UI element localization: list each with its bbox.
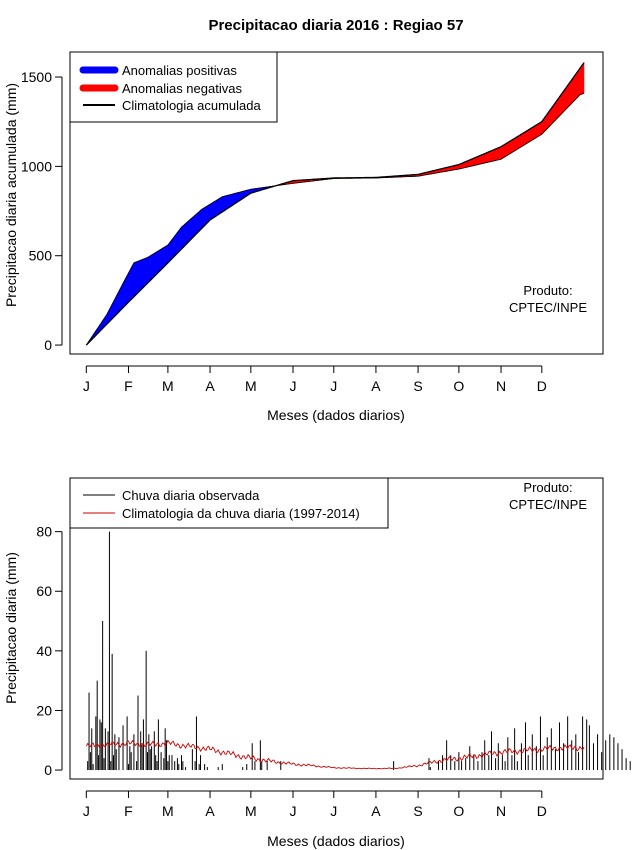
x-tick-label: A	[371, 803, 381, 819]
x-axis-label: Meses (dados diarios)	[267, 833, 405, 849]
x-tick-label: S	[413, 803, 422, 819]
daily-precip-chart: 0 20 40 60 80 J F M A M J J A S O N D Meses (dados diar…	[3, 477, 631, 849]
x-tick-label: F	[124, 803, 133, 819]
x-axis-label: Meses (dados diarios)	[267, 407, 405, 423]
y-tick-label: 20	[36, 702, 52, 718]
anomaly-segment	[582, 61, 585, 95]
legend-label-negative: Anomalias negativas	[122, 81, 242, 96]
y-axis-label: Precipitacao diaria acumulada (mm)	[3, 83, 19, 307]
credit-line-1: Produto:	[523, 283, 572, 298]
climatology-daily-line	[85, 739, 585, 770]
x-tick-label: D	[537, 378, 547, 394]
x-tick-label: J	[289, 803, 296, 819]
legend: Anomalias positivas Anomalias negativas …	[69, 51, 278, 123]
daily-rain-bars	[87, 531, 631, 771]
chart-title: Precipitacao diaria 2016 : Regiao 57	[208, 17, 463, 34]
x-tick-label: A	[205, 803, 215, 819]
x-tick-label: M	[162, 378, 174, 394]
x-tick-label: N	[496, 803, 506, 819]
x-tick-label: A	[205, 378, 215, 394]
plot-frame	[69, 51, 604, 355]
y-axis: 0 500 1000 1500	[21, 69, 63, 353]
legend: Chuva diaria observada Climatologia da c…	[69, 477, 389, 529]
x-tick-label: N	[496, 378, 506, 394]
y-tick-label: 1500	[21, 69, 52, 85]
legend-box	[69, 477, 389, 529]
y-tick-label: 500	[29, 248, 53, 264]
x-tick-label: J	[289, 378, 296, 394]
x-tick-label: S	[413, 378, 422, 394]
x-tick-label: F	[124, 378, 133, 394]
climatology-daily-line	[85, 739, 585, 770]
x-tick-label: O	[453, 378, 464, 394]
y-tick-label: 40	[36, 643, 52, 659]
x-tick-label: J	[83, 378, 90, 394]
y-tick-label: 0	[44, 762, 52, 778]
y-tick-label: 60	[36, 583, 52, 599]
x-tick-label: M	[245, 378, 257, 394]
climatology-cumulative-line	[85, 62, 585, 346]
x-tick-label: J	[330, 803, 337, 819]
x-tick-label: J	[83, 803, 90, 819]
credit-line-2: CPTEC/INPE	[509, 497, 587, 512]
x-tick-label: O	[453, 803, 464, 819]
y-axis: 0 20 40 60 80	[36, 524, 63, 778]
y-axis-label: Precipitacao diaria (mm)	[3, 552, 19, 704]
x-tick-label: J	[330, 378, 337, 394]
y-tick-label: 0	[44, 337, 52, 353]
legend-label-climatology: Climatologia da chuva diaria (1997-2014)	[122, 506, 360, 521]
climatology-lines	[85, 62, 585, 346]
cumulative-precip-chart: Precipitacao diaria 2016 : Regiao 57 0 50…	[3, 17, 604, 423]
x-tick-label: A	[371, 378, 381, 394]
legend-label-positive: Anomalias positivas	[122, 63, 237, 78]
credit-line-2: CPTEC/INPE	[509, 300, 587, 315]
legend-label-observed: Chuva diaria observada	[122, 488, 260, 503]
y-tick-label: 80	[36, 524, 52, 540]
credit-line-1: Produto:	[523, 480, 572, 495]
y-tick-label: 1000	[21, 158, 52, 174]
x-tick-label: D	[537, 803, 547, 819]
legend-label-climatology: Climatologia acumulada	[122, 98, 262, 113]
x-tick-label: M	[162, 803, 174, 819]
x-tick-label: M	[245, 803, 257, 819]
